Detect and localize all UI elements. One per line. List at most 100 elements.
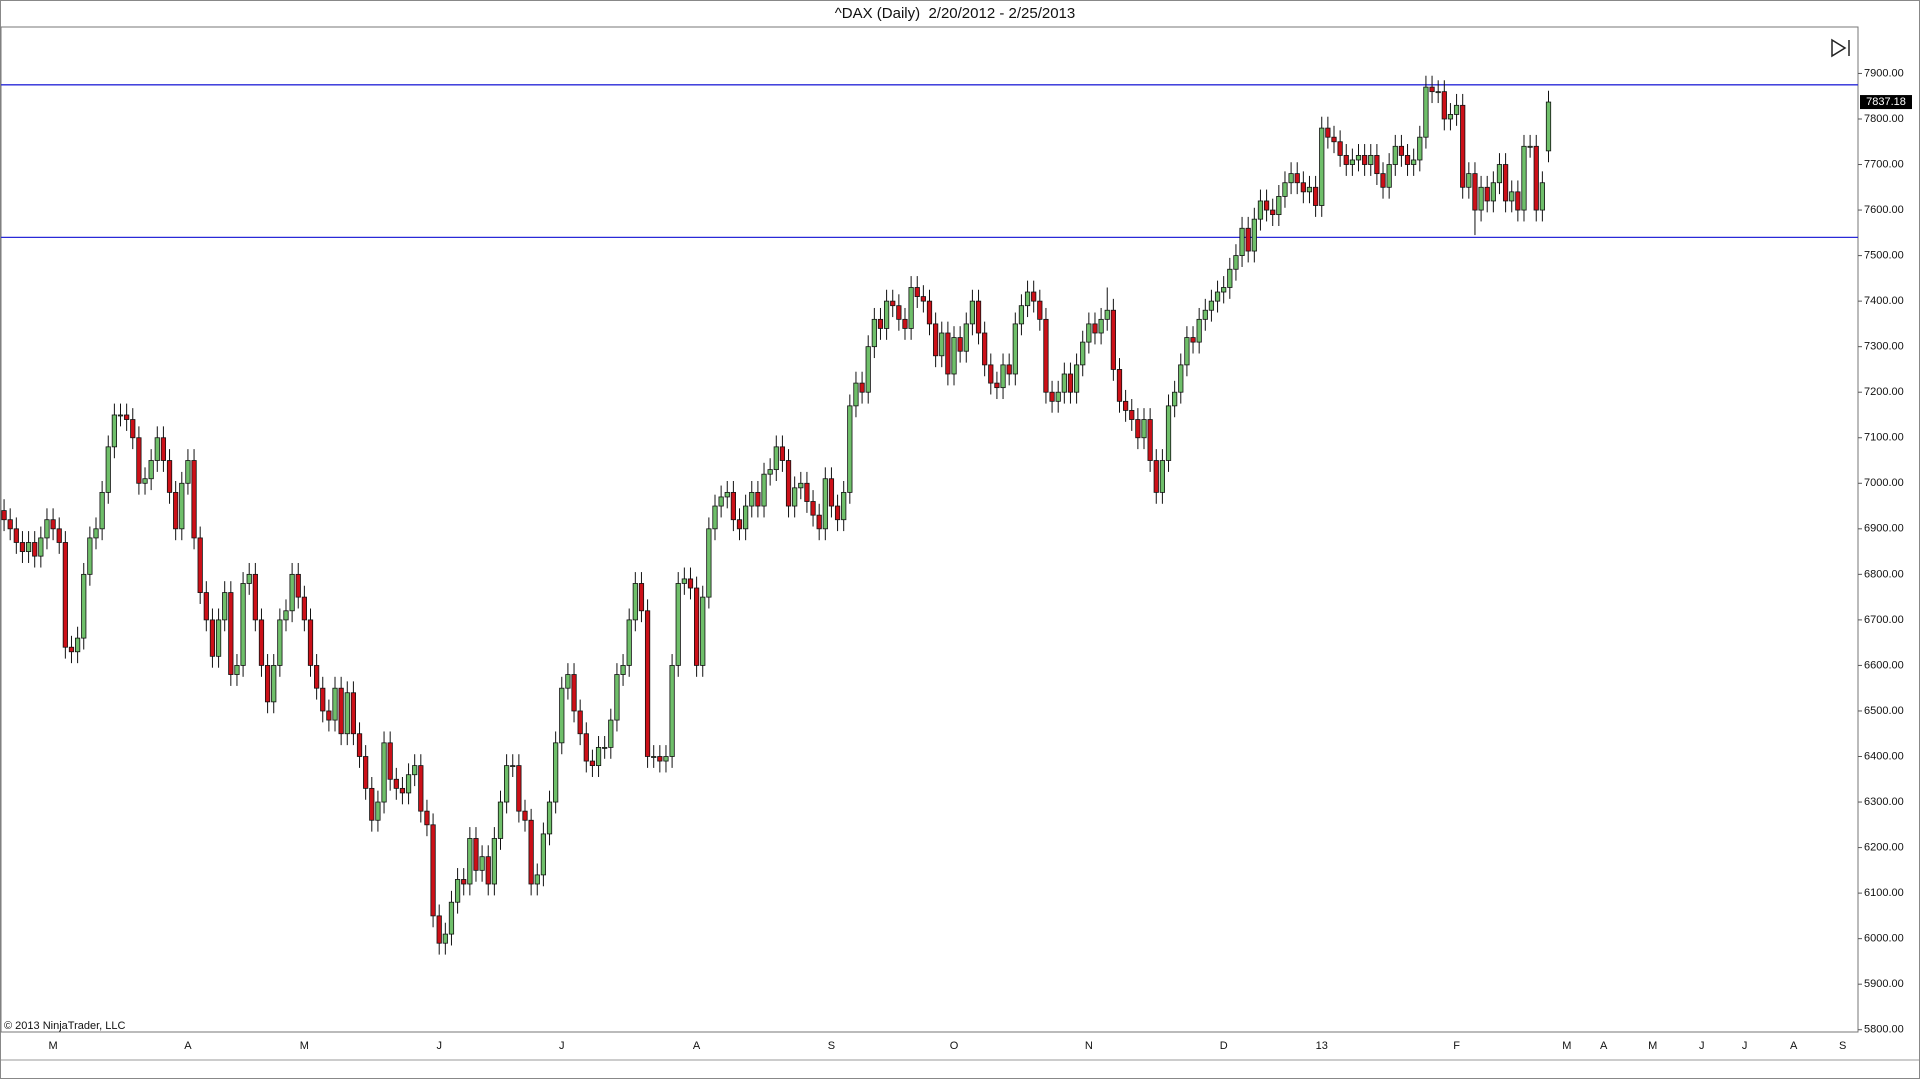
candle-body — [320, 687, 326, 712]
x-tick-label: O — [950, 1040, 959, 1052]
x-tick-label: 13 — [1316, 1040, 1328, 1052]
candle-body — [399, 787, 406, 794]
candle-body — [779, 446, 786, 461]
candle-body — [1031, 291, 1037, 302]
x-tick-label: M — [49, 1040, 58, 1052]
candle-body — [1362, 155, 1368, 165]
candle-body — [681, 578, 687, 584]
candle-body — [565, 674, 571, 689]
candle-body — [877, 318, 884, 329]
candle-body — [81, 573, 87, 639]
candle-body — [240, 583, 246, 666]
candle-body — [1098, 318, 1104, 334]
y-tick-label: 6000.00 — [1864, 933, 1904, 945]
candle-body — [969, 300, 976, 325]
candle-body — [1515, 191, 1521, 211]
button-bg[interactable] — [1829, 38, 1853, 58]
candle-body — [1478, 186, 1484, 211]
candle-body — [326, 710, 332, 721]
candle-body — [1110, 309, 1116, 370]
candle-body — [228, 592, 234, 675]
candle-body — [1288, 173, 1294, 184]
candle-body — [1270, 209, 1276, 216]
candle-body — [1417, 136, 1423, 161]
skip-to-end-button[interactable] — [1829, 38, 1853, 58]
y-tick-label: 7100.00 — [1864, 432, 1904, 444]
candle-body — [1496, 164, 1503, 184]
candle-body — [485, 856, 491, 885]
candle-body — [497, 801, 504, 839]
candle-body — [963, 323, 969, 352]
candle-body — [1018, 305, 1025, 325]
candle-body — [718, 496, 724, 507]
y-tick-label: 6100.00 — [1864, 887, 1904, 899]
y-tick-label: 7300.00 — [1864, 341, 1904, 353]
y-tick-label: 6700.00 — [1864, 614, 1904, 626]
candle-body — [583, 733, 589, 762]
candle-body — [1141, 419, 1147, 439]
candle-body — [730, 491, 736, 521]
candle-body — [1067, 373, 1074, 393]
candle-body — [1380, 173, 1386, 188]
candle-body — [215, 619, 222, 657]
candle-body — [559, 687, 565, 744]
candle-body — [1306, 186, 1313, 193]
candle-body — [712, 505, 718, 530]
y-tick-label: 6400.00 — [1864, 750, 1904, 762]
candle-body — [461, 879, 467, 885]
candle-body — [1392, 145, 1398, 165]
x-tick-label: A — [184, 1040, 192, 1052]
candle-body — [13, 528, 19, 543]
candle-body — [1398, 145, 1405, 156]
last-price-marker — [1860, 95, 1912, 110]
candle-body — [1466, 173, 1472, 188]
candle-body — [773, 446, 779, 471]
candle-body — [883, 300, 890, 329]
candle-body — [467, 838, 473, 885]
candle-body — [1049, 391, 1055, 402]
x-tick-label: F — [1453, 1040, 1460, 1052]
candle-body — [442, 933, 448, 944]
candle-body — [381, 742, 387, 803]
candle-body — [516, 765, 522, 812]
candle-body — [191, 460, 197, 539]
candle-body — [743, 505, 749, 530]
x-tick-label: A — [693, 1040, 701, 1052]
candle-body — [1331, 136, 1337, 143]
x-tick-label: M — [300, 1040, 309, 1052]
y-tick-label: 7900.00 — [1864, 67, 1904, 79]
candle-body — [283, 610, 289, 621]
candle-body — [1411, 159, 1417, 165]
candle-body — [1245, 227, 1251, 252]
candle-body — [1404, 155, 1411, 165]
y-tick-label: 7800.00 — [1864, 113, 1904, 125]
candle-body — [914, 287, 920, 297]
candle-body — [651, 756, 657, 758]
candle-body — [951, 337, 957, 375]
candle-body — [185, 460, 191, 484]
candle-body — [344, 692, 350, 735]
y-tick-label: 7200.00 — [1864, 386, 1904, 398]
candle-body — [546, 801, 553, 835]
candle-body — [295, 573, 301, 598]
candle-body — [387, 742, 393, 780]
candle-body — [338, 687, 344, 735]
candle-body — [1325, 127, 1331, 138]
candle-body — [706, 528, 712, 598]
candle-body — [1202, 309, 1208, 320]
candle-body — [1086, 323, 1092, 343]
candle-body — [534, 874, 540, 885]
candle-body — [44, 519, 50, 539]
candle-body — [975, 300, 982, 334]
candle-body — [626, 619, 632, 666]
candle-body — [1129, 410, 1135, 420]
candle-body — [424, 810, 430, 826]
candle-body — [957, 337, 963, 352]
candle-body — [356, 733, 363, 757]
candle-body — [994, 382, 1000, 389]
candle-body — [130, 419, 136, 439]
candle-body — [1251, 218, 1257, 252]
y-tick-label: 6300.00 — [1864, 796, 1904, 808]
candle-body — [1184, 337, 1190, 366]
candle-body — [694, 587, 700, 666]
